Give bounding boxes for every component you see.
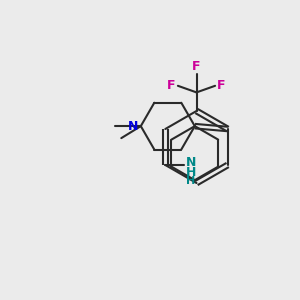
Text: H: H	[186, 176, 195, 187]
Text: F: F	[167, 79, 176, 92]
Text: H: H	[186, 166, 196, 179]
Text: F: F	[217, 79, 226, 92]
Text: N: N	[186, 155, 196, 169]
Text: N: N	[128, 120, 138, 133]
Text: F: F	[192, 60, 201, 73]
